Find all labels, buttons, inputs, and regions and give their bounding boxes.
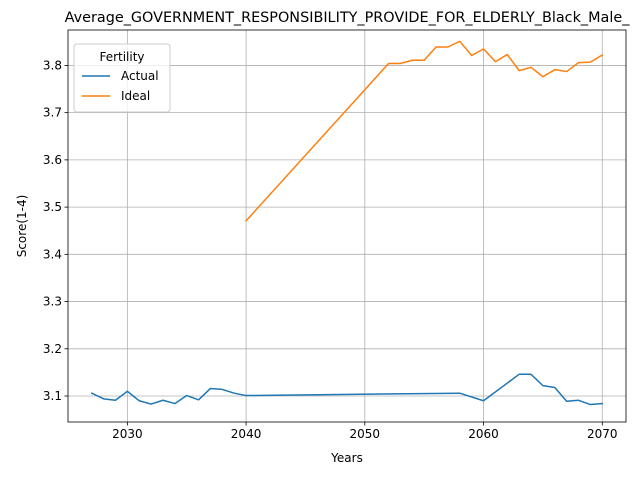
ticks: 2030 2040 2050 2060 2070 3.1 3.2 3.3 3.4 3.5 3.6 3.… — [43, 58, 618, 441]
series-line-ideal — [245, 40, 604, 222]
x-tick-label: 2060 — [468, 427, 499, 441]
x-axis-label: Years — [330, 451, 363, 465]
legend-title: Fertility — [99, 50, 144, 64]
x-tick-label: 2030 — [112, 427, 143, 441]
plot-frame — [67, 29, 627, 423]
series-lines — [90, 40, 604, 406]
legend-box — [73, 43, 171, 113]
grid — [68, 30, 626, 422]
chart-title: Average_GOVERNMENT_RESPONSIBILITY_PROVID… — [65, 10, 631, 26]
y-tick-label: 3.2 — [43, 342, 62, 356]
y-tick-label: 3.4 — [43, 247, 62, 261]
y-tick-label: 3.1 — [43, 389, 62, 403]
y-tick-label: 3.5 — [43, 200, 62, 214]
x-tick-label: 2070 — [587, 427, 618, 441]
y-tick-label: 3.6 — [43, 153, 62, 167]
legend-items: Actual Ideal — [82, 69, 159, 103]
series-line-actual — [90, 373, 604, 406]
legend-label-actual: Actual — [121, 69, 159, 83]
y-tick-label: 3.7 — [43, 106, 62, 120]
x-tick-label: 2040 — [231, 427, 262, 441]
y-tick-label: 3.8 — [43, 58, 62, 72]
x-tick-label: 2050 — [350, 427, 381, 441]
legend-label-ideal: Ideal — [121, 89, 150, 103]
y-tick-label: 3.3 — [43, 295, 62, 309]
legend: Fertility Actual Ideal — [73, 43, 171, 113]
y-axis-label: Score(1-4) — [15, 195, 29, 258]
